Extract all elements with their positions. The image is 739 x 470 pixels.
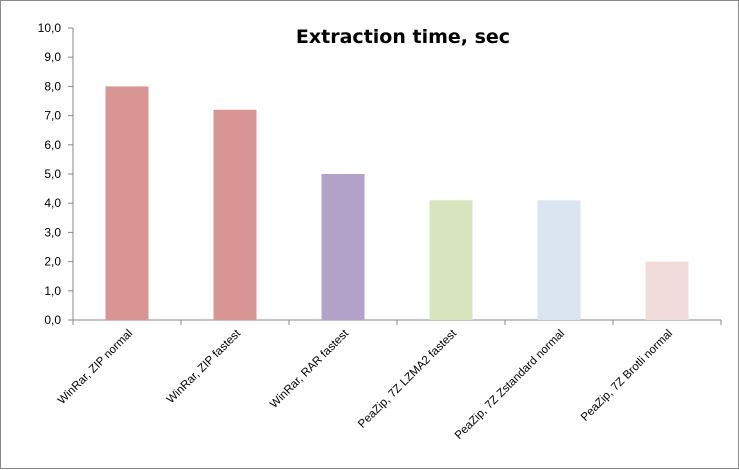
y-tick-label: 7,0 [44,109,61,123]
y-tick-label: 10,0 [38,21,62,35]
y-tick-label: 9,0 [44,50,61,64]
bar [645,261,689,320]
y-tick-label: 6,0 [44,138,61,152]
bar [429,200,473,320]
y-tick-label: 1,0 [44,284,61,298]
bar [105,86,149,321]
chart-axes [68,27,722,325]
y-tick-label: 3,0 [44,225,61,239]
x-tick-label: PeaZip, 7Z Brotli normal [579,328,675,424]
bar [321,174,365,320]
chart-bars [105,86,689,321]
y-tick-labels: 0,0 1,0 2,0 3,0 4,0 5,0 6,0 7,0 8,0 9,0 10,0 [38,21,62,327]
y-tick-label: 8,0 [44,79,61,93]
y-tick-label: 4,0 [44,196,61,210]
bar [213,109,257,320]
bar [537,200,581,320]
x-tick-label: PeaZip, 7Z LZMA2 fastest [356,327,460,431]
x-tick-label: WinRar, ZIP normal [56,328,135,407]
x-tick-label: PeaZip, 7Z Zstandard normal [453,328,567,442]
x-tick-label: WinRar, ZIP fastest [165,327,244,406]
y-tick-label: 2,0 [44,255,61,269]
x-tick-label: WinRar, RAR fastest [268,327,352,411]
y-tick-label: 0,0 [44,313,61,327]
chart-title: Extraction time, sec [296,26,510,48]
x-tick-labels: WinRar, ZIP normal WinRar, ZIP fastest Win… [56,327,675,442]
y-tick-label: 5,0 [44,167,61,181]
